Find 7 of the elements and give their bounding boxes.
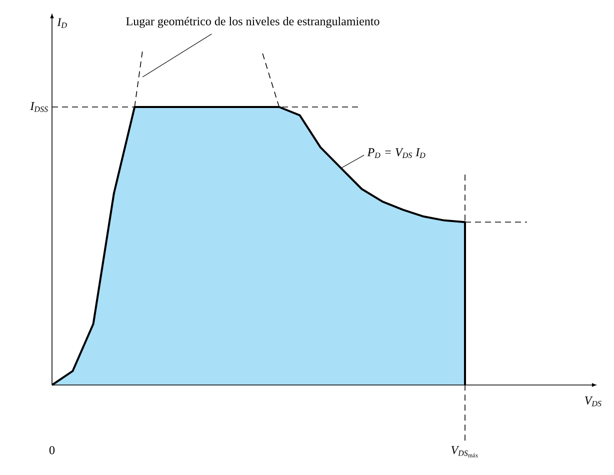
text: I$_{D}$: [57, 18, 67, 28]
series-label: I$_{DSS}$: [30, 102, 48, 112]
x-axis-title: V$_{DS}$: [584, 396, 602, 406]
x-tick-label: $V_{DS_{\mathrm{máx}}}$: [451, 446, 478, 458]
annotation: P$_{D}$ = V$_{DS}$ I$_{D}$: [367, 148, 426, 158]
text: Lugar geométrico de los niveles de estrangulamiento: [126, 16, 380, 28]
x-tick-label: 0: [49, 446, 55, 454]
